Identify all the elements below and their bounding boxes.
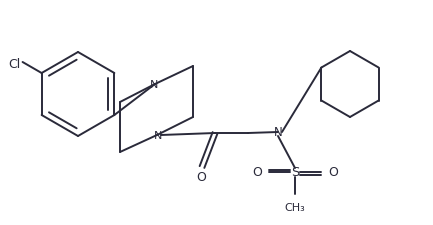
Text: O: O <box>252 166 262 179</box>
Text: N: N <box>274 126 282 139</box>
Text: O: O <box>196 171 206 184</box>
Text: S: S <box>291 166 299 179</box>
Text: N: N <box>154 130 162 140</box>
Text: N: N <box>150 80 158 90</box>
Text: Cl: Cl <box>8 57 21 70</box>
Text: O: O <box>328 166 338 179</box>
Text: CH₃: CH₃ <box>284 202 305 212</box>
